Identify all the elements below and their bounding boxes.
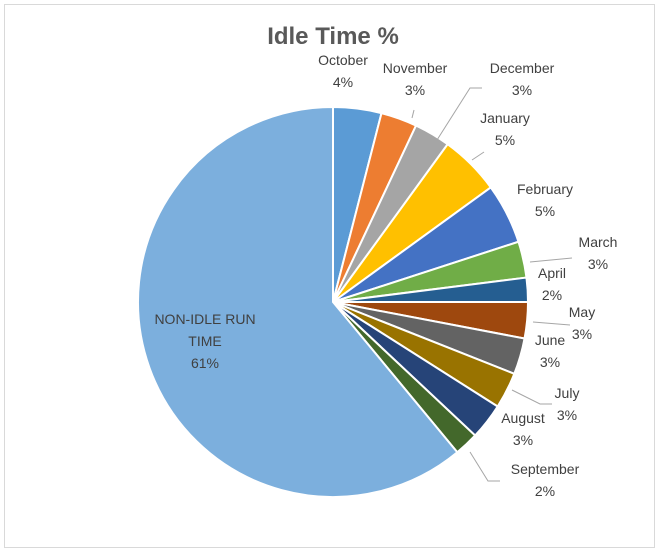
pie-slices bbox=[137, 105, 530, 498]
leader-line bbox=[511, 389, 552, 405]
leader-line bbox=[411, 109, 415, 119]
data-labels: October 4% November 3% December 3% January 5% Fe… bbox=[154, 52, 617, 499]
data-label: June 3% bbox=[535, 332, 566, 370]
chart-title: Idle Time % bbox=[267, 23, 399, 50]
data-label: August 3% bbox=[501, 410, 545, 448]
leader-line bbox=[532, 321, 571, 326]
leader-line bbox=[471, 151, 485, 161]
leader-lines bbox=[411, 87, 573, 482]
pie-slice-non-idle-run-time bbox=[137, 105, 459, 498]
data-label: January 5% bbox=[480, 110, 530, 148]
data-label: September 2% bbox=[511, 461, 580, 499]
data-label: December 3% bbox=[490, 60, 555, 98]
data-label: May 3% bbox=[569, 304, 595, 342]
data-label: July 3% bbox=[555, 385, 580, 423]
leader-line bbox=[469, 451, 500, 482]
leader-line bbox=[436, 87, 482, 141]
data-label: October 4% bbox=[318, 52, 368, 90]
data-label: March 3% bbox=[579, 234, 618, 272]
data-label: April 2% bbox=[538, 265, 566, 303]
data-label: NON-IDLE RUN TIME 61% bbox=[154, 311, 255, 371]
data-label: February 5% bbox=[517, 181, 573, 219]
leader-line bbox=[529, 257, 573, 263]
data-label: November 3% bbox=[383, 60, 448, 98]
